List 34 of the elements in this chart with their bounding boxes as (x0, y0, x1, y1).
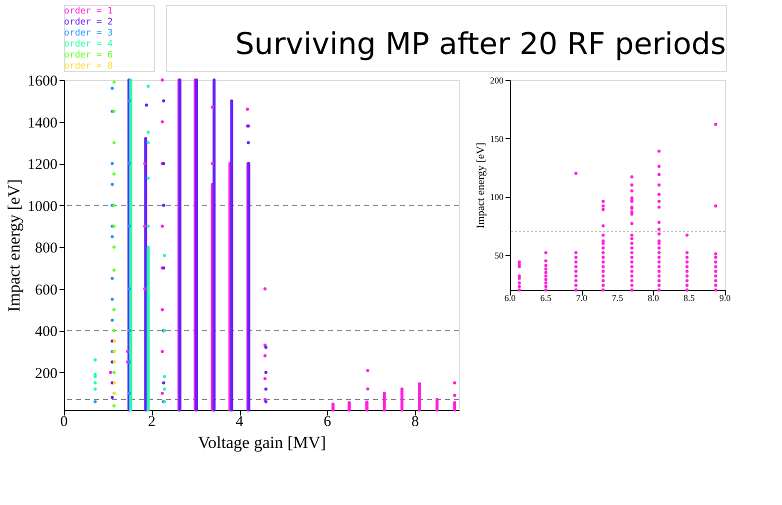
x-tick-label: 4 (236, 414, 244, 430)
y-tick-label: 100 (490, 192, 504, 202)
y-tick-label: 200 (490, 76, 504, 86)
x-tick-label: 0 (60, 414, 68, 430)
x-tick-label: 8.5 (684, 293, 696, 303)
x-tick-label: 2 (148, 414, 156, 430)
text: order = 6 (64, 50, 113, 60)
x-tick-label: 6.5 (540, 293, 552, 303)
y-tick-label: 150 (490, 134, 504, 144)
text: order = 2 (64, 18, 113, 28)
text: order = 3 (64, 28, 113, 38)
x-tick-label: 9.0 (719, 293, 732, 303)
x-axis-title: Voltage gain [MV] (198, 433, 326, 452)
y-tick-label: 1000 (28, 198, 58, 215)
x-tick-label: 8.0 (648, 293, 660, 303)
y-tick-label: 1600 (28, 74, 58, 90)
text: order = 4 (64, 40, 113, 50)
y-tick-label: 600 (35, 282, 58, 298)
y-tick-label: 50 (494, 250, 504, 260)
x-tick-label: 6.0 (504, 293, 516, 303)
x-tick-label: 7.5 (612, 293, 624, 303)
y-tick-label: 1200 (28, 157, 58, 174)
chart-title: Surviving MP after 20 RF periods (235, 27, 726, 62)
text: order = 8 (64, 62, 113, 72)
x-tick-label: 6 (324, 414, 332, 430)
y-tick-label: 800 (35, 240, 58, 257)
y-tick-label: 200 (35, 366, 58, 382)
y-axis-title: Impact energy [eV] (475, 142, 487, 228)
y-tick-label: 1400 (28, 115, 58, 132)
x-tick-label: 8 (411, 414, 419, 430)
x-tick-label: 7.0 (576, 293, 588, 303)
y-axis-title: Impact energy [eV] (4, 179, 24, 312)
text: order = 1 (64, 6, 113, 16)
y-tick-label: 400 (35, 324, 58, 340)
